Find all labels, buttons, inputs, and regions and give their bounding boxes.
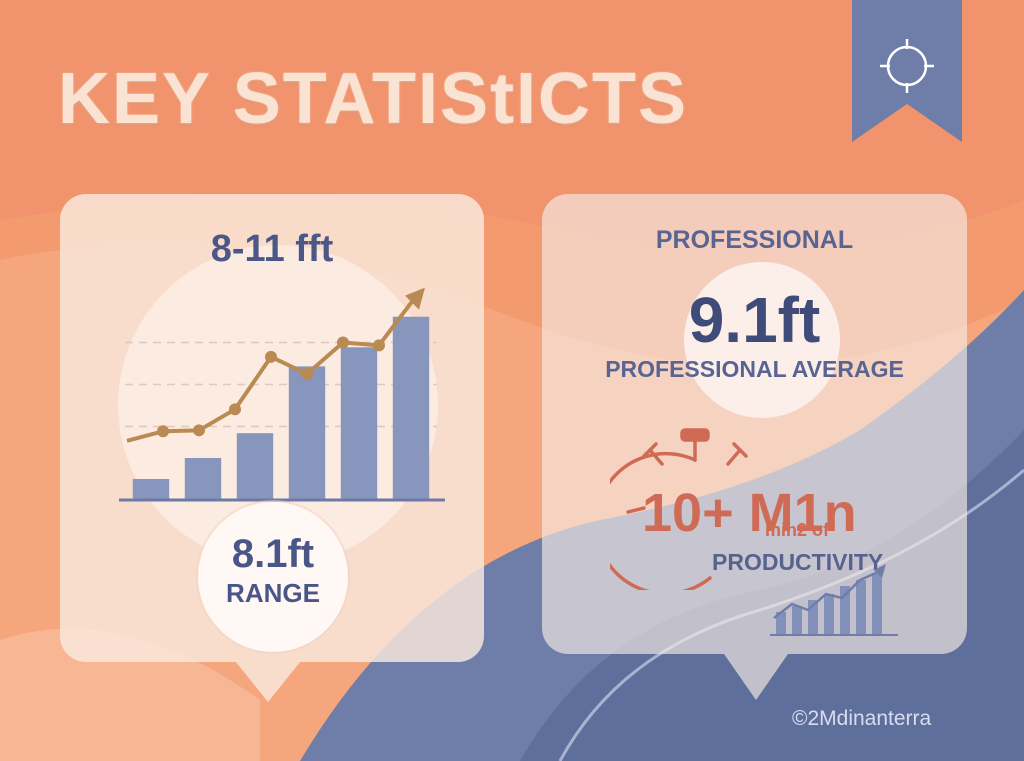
- chart-bar: [132, 479, 170, 500]
- growth-bar-chart: [119, 287, 445, 502]
- time-subtext: mih2 of: [765, 520, 830, 540]
- chart-trend-point: [193, 424, 205, 437]
- chart-trend-point: [337, 336, 349, 349]
- chart-trend-point: [229, 403, 241, 416]
- chart-bar: [340, 347, 378, 500]
- range-caption: RANGE: [226, 578, 320, 608]
- range-value: 8.1ft: [231, 532, 315, 576]
- chart-trend-point: [301, 368, 313, 380]
- productivity-caption: PRODUCTIVITY: [712, 549, 884, 575]
- chart-trend-point: [373, 339, 385, 352]
- card-pointer: [236, 662, 300, 702]
- crosshair-icon: [880, 39, 934, 93]
- stopwatch-icon: [610, 428, 748, 590]
- professional-value-circle: [684, 262, 840, 418]
- chart-bar: [288, 366, 326, 500]
- page-title: KEY STATIStICTS: [58, 59, 689, 139]
- chart-trend-point: [265, 350, 277, 363]
- chart-trend-point: [157, 425, 169, 438]
- corner-ribbon: [852, 0, 962, 142]
- chart-bar: [392, 316, 430, 500]
- chart-trend-arrow: [405, 287, 425, 310]
- chart-bar: [236, 433, 274, 500]
- mini-growth-chart-icon: [770, 564, 898, 636]
- chart-bar: [184, 458, 222, 500]
- copyright-text: ©2Mdinanterra: [792, 707, 932, 730]
- card-pointer: [724, 654, 788, 700]
- professional-label: PROFESSIONAL: [655, 226, 854, 254]
- professional-caption: PROFESSIONAL AVERAGE: [605, 356, 904, 382]
- professional-value: 9.1ft: [688, 284, 821, 356]
- time-value: 10+ M1n: [642, 483, 857, 543]
- range-headline: 8-11 fft: [210, 228, 334, 270]
- range-value-circle: [198, 502, 348, 652]
